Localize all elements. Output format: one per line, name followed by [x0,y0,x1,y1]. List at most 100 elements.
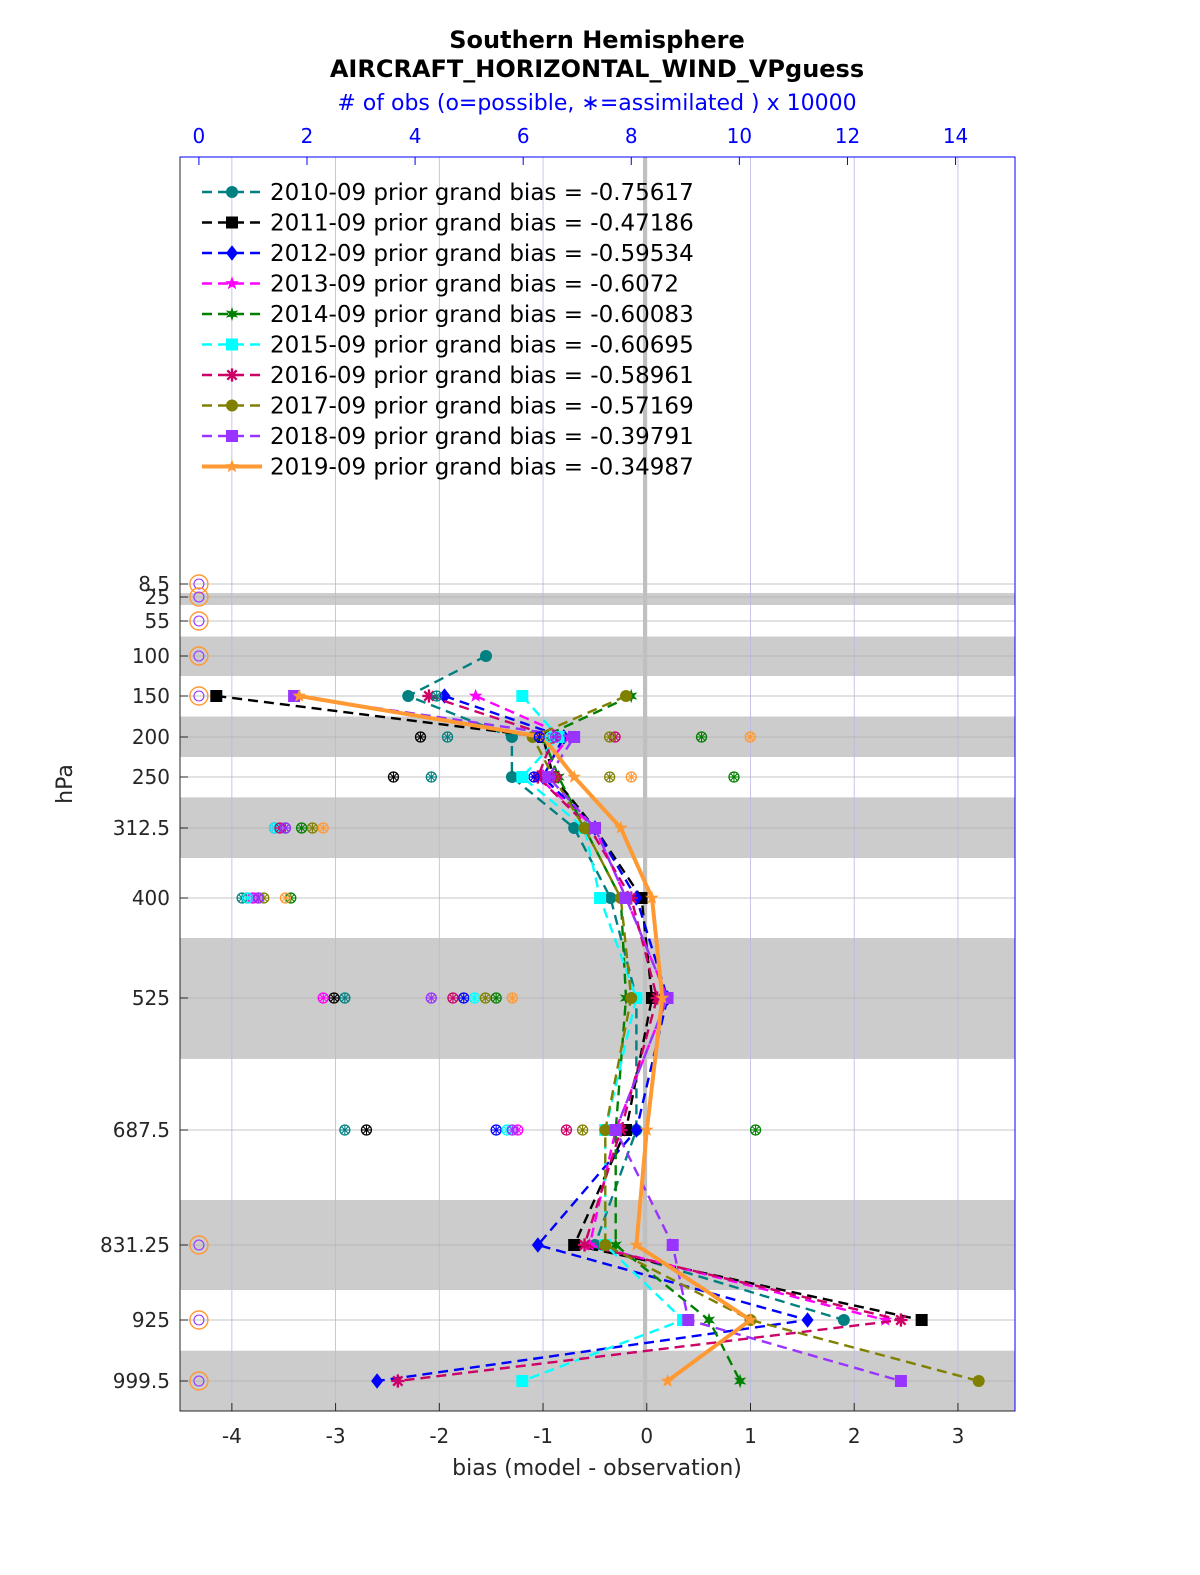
legend: 2010-09 prior grand bias = -0.75617 2011-… [202,180,694,481]
obs-9-8 [279,892,292,904]
y-tick-label-10: 687.5 [113,1118,170,1142]
zero-line [643,157,647,1411]
y-tick-label-1: 25 [145,585,170,609]
obs-7-10 [576,1124,589,1136]
y-tick-label-0: 8.5 [138,572,170,596]
series-0-point-3 [479,650,492,662]
zero-obs-inner-7 [193,1375,205,1387]
obs-8-8 [252,892,265,904]
obs-9-7 [317,822,329,834]
legend-label-8: 2018-09 prior grand bias = -0.39791 [270,424,694,450]
series-1-point-4 [210,690,223,702]
obs-3-9 [317,992,329,1004]
series-3-point-4 [468,688,483,702]
legend-marker-9 [225,459,239,473]
x-tick-label-2: -2 [429,1424,449,1448]
obs-0-9 [339,992,351,1004]
obs-2-10 [490,1124,502,1136]
series-0-point-7 [568,822,581,834]
series-9-point-6 [567,769,581,783]
legend-label-2: 2012-09 prior grand bias = -0.59534 [270,241,694,267]
series-5-line-0 [520,695,686,1383]
y-tick-label-4: 150 [132,684,170,708]
series-8-point-13 [894,1375,907,1387]
zero-obs-inner-3 [193,650,205,662]
zero-obs-inner-2 [193,615,205,627]
obs-0-10 [339,1124,351,1136]
shaded-band-0 [180,593,1015,605]
series-5-point-13 [516,1375,529,1387]
obs-5-9 [468,992,481,1004]
series-7-point-11 [599,1239,612,1251]
zero-obs-outer-4 [189,686,209,706]
observation-count-markers [189,574,762,1391]
series-7-point-4 [620,690,633,702]
zero-obs-inner-1 [193,591,205,603]
series-4-point-13 [733,1373,747,1389]
series-8-point-5 [568,731,581,743]
top-tick-label-0: 0 [193,124,206,148]
zero-obs-outer-7 [189,1371,209,1391]
obs-4-10 [749,1124,762,1136]
series-7-point-9 [625,992,638,1004]
series-1-point-12 [915,1314,928,1326]
top-tick-label-2: 4 [409,124,422,148]
x-axis-label: bias (model - observation) [452,1456,742,1481]
series-9-point-12 [743,1312,758,1326]
y-tick-label-8: 400 [132,886,170,910]
y-tick-label-3: 100 [132,644,170,668]
x-tick-label-5: 1 [744,1424,757,1448]
obs-4-5 [695,731,708,743]
legend-label-7: 2017-09 prior grand bias = -0.57169 [270,394,694,420]
legend-label-6: 2016-09 prior grand bias = -0.58961 [270,363,694,389]
series-9-point-4 [292,688,307,702]
series-3-point-12 [878,1312,893,1326]
legend-marker-8 [226,430,238,442]
series-8-point-7 [588,822,601,834]
legend-marker-0 [226,186,238,198]
series-7-point-7 [578,822,591,834]
series-4-line-0 [541,694,742,1382]
series-layer [210,650,985,1389]
obs-8-10 [506,1124,519,1136]
obs-9-5 [744,731,756,743]
obs-5-8 [241,892,254,904]
series-4-point-11 [609,1237,622,1253]
axes: -4 -3 -2 -1 0 1 2 30 2 4 6 8 10 12 148.525551001502002… [100,124,968,1448]
series-6-point-11 [577,1238,592,1252]
series-8-point-10 [609,1124,622,1136]
zero-obs-inner-5 [193,1239,205,1251]
obs-4-9 [490,992,502,1004]
series-9-point-9 [655,990,670,1004]
obs-0-5 [441,731,454,743]
zero-obs-outer-3 [189,646,209,666]
legend-marker-5 [226,338,238,351]
obs-4-6 [728,771,740,783]
obs-9-6 [625,771,637,783]
x-tick-label-6: 2 [848,1424,861,1448]
legend-marker-4 [225,306,239,322]
zero-obs-outer-0 [189,574,209,594]
series-6-point-12 [894,1313,908,1327]
top-tick-label-4: 8 [625,124,638,148]
y-tick-label-5: 200 [132,725,170,749]
series-9-point-7 [614,820,628,834]
series-0-point-12 [837,1314,850,1326]
obs-8-9 [425,992,437,1004]
zero-obs-outer-2 [189,611,209,631]
series-2-point-13 [371,1373,384,1389]
obs-1-10 [360,1124,373,1136]
legend-label-1: 2011-09 prior grand bias = -0.47186 [270,211,694,237]
obs-8-7 [279,822,292,834]
series-0-point-4 [402,690,415,702]
obs-4-7 [295,822,308,834]
x-tick-label-0: -4 [222,1424,242,1448]
obs-7-6 [604,771,616,783]
obs-2-9 [458,992,470,1004]
top-tick-label-1: 2 [301,124,314,148]
obs-7-9 [479,992,492,1004]
series-8-point-12 [682,1314,695,1326]
series-2-point-4 [438,688,451,704]
